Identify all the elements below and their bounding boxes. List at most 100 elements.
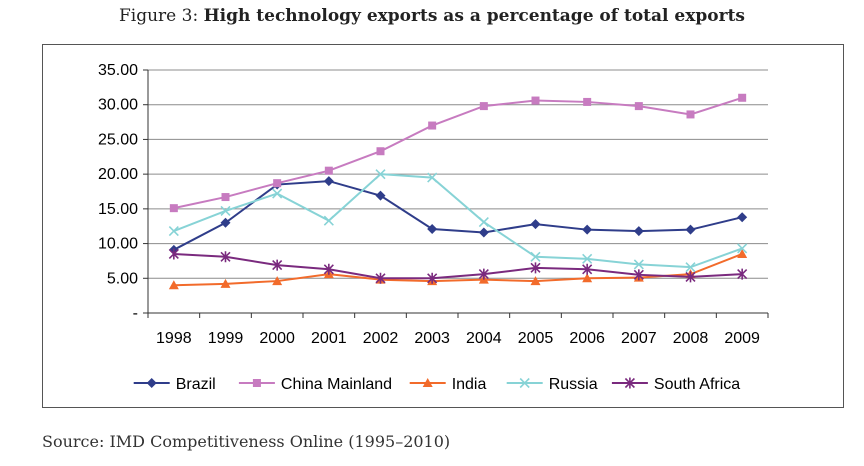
x-tick-label: 2000 [259,330,295,347]
series-south-africa [168,248,748,284]
series-line [173,96,743,210]
data-point [375,272,386,284]
figure-number: Figure 3: [118,6,199,26]
legend-label: Russia [549,376,598,393]
data-point [634,102,643,111]
figure-title: High technology exports as a percentage … [203,6,745,26]
x-tick-label: 2008 [673,330,709,347]
y-tick-label: 25.00 [98,131,138,148]
y-tick-label: - [133,305,138,322]
data-point [272,276,283,286]
legend-label: India [452,376,487,393]
data-point [685,262,696,273]
data-series [168,93,748,290]
data-point [633,226,644,237]
data-point [738,93,747,102]
series-india [168,248,748,290]
data-point [375,169,386,180]
data-point [427,223,438,234]
data-point [582,224,593,235]
data-point [375,190,386,201]
legend-item-south-africa: South Africa [611,376,740,393]
data-point [737,243,748,254]
data-point [323,176,334,187]
legend-label: China Mainland [281,376,392,393]
data-point [582,263,593,275]
x-tick-label: 2009 [724,330,760,347]
x-tick-label: 2005 [518,330,554,347]
data-point [220,278,231,288]
legend: Brazil China Mainland India Russia South Afr… [133,376,740,393]
data-point [478,216,489,228]
data-point [686,110,695,119]
x-tick-label: 2001 [311,330,347,347]
series-line [173,180,743,251]
data-point [220,251,231,263]
legend-item-brazil: Brazil [133,376,216,393]
data-point [582,253,593,264]
data-point [273,179,282,188]
y-tick-label: 15.00 [98,201,138,218]
series-russia [168,169,748,273]
x-tick-label: 2007 [621,330,657,347]
series-line [173,173,743,269]
data-point [428,121,437,130]
data-point [168,226,179,237]
data-point [685,271,696,283]
data-point [530,251,541,262]
x-tick-label: 1998 [156,330,192,347]
data-point [146,378,157,388]
x-tick-label: 2002 [363,330,399,347]
data-point [169,204,178,213]
data-point [737,248,748,258]
data-point [633,259,644,270]
data-point [583,97,592,106]
data-point [530,219,541,230]
data-point [737,212,748,223]
data-point [478,227,489,238]
data-point [530,262,541,274]
data-point [324,166,333,175]
y-tick-label: 20.00 [98,166,138,183]
legend-item-china-mainland: China Mainland [238,376,392,393]
x-tick-label: 2003 [414,330,450,347]
data-point [220,205,231,217]
data-point [685,224,696,235]
y-tick-label: 5.00 [107,270,138,287]
data-point [272,188,283,199]
x-tick-label: 1999 [208,330,244,347]
data-point [427,172,438,183]
series-line [173,252,743,280]
y-tick-label: 35.00 [98,62,138,79]
data-point [633,269,644,281]
data-point [624,377,635,389]
data-point [323,215,334,226]
data-point [737,268,748,280]
data-point [376,147,385,156]
data-point [221,193,230,202]
data-point [519,377,530,389]
x-tick-labels: 1998 1999 2000 2001 2002 2003 2004 2005 2006 2007… [156,330,760,347]
y-tick-labels: - 5.00 10.00 15.00 20.00 25.00 30.00 35.00 [98,62,138,322]
series-line [173,253,743,287]
legend-label: Brazil [176,376,216,393]
data-point [422,378,433,387]
series-china-mainland [169,93,747,213]
y-tick-label: 30.00 [98,97,138,114]
data-point [531,96,540,105]
data-point [220,217,231,228]
data-point [582,273,593,283]
data-point [530,276,541,286]
data-point [252,379,261,387]
data-point [168,280,179,290]
data-point [272,259,283,271]
x-tick-label: 2004 [466,330,502,347]
axes [143,69,769,318]
gridlines [148,69,768,279]
figure-caption: Figure 3: High technology exports as a p… [0,6,864,26]
legend-item-russia: Russia [506,376,598,393]
data-point [323,263,334,275]
x-tick-label: 2006 [569,330,605,347]
source-note: Source: IMD Competitiveness Online (1995… [42,432,451,451]
legend-label: South Africa [654,376,740,393]
